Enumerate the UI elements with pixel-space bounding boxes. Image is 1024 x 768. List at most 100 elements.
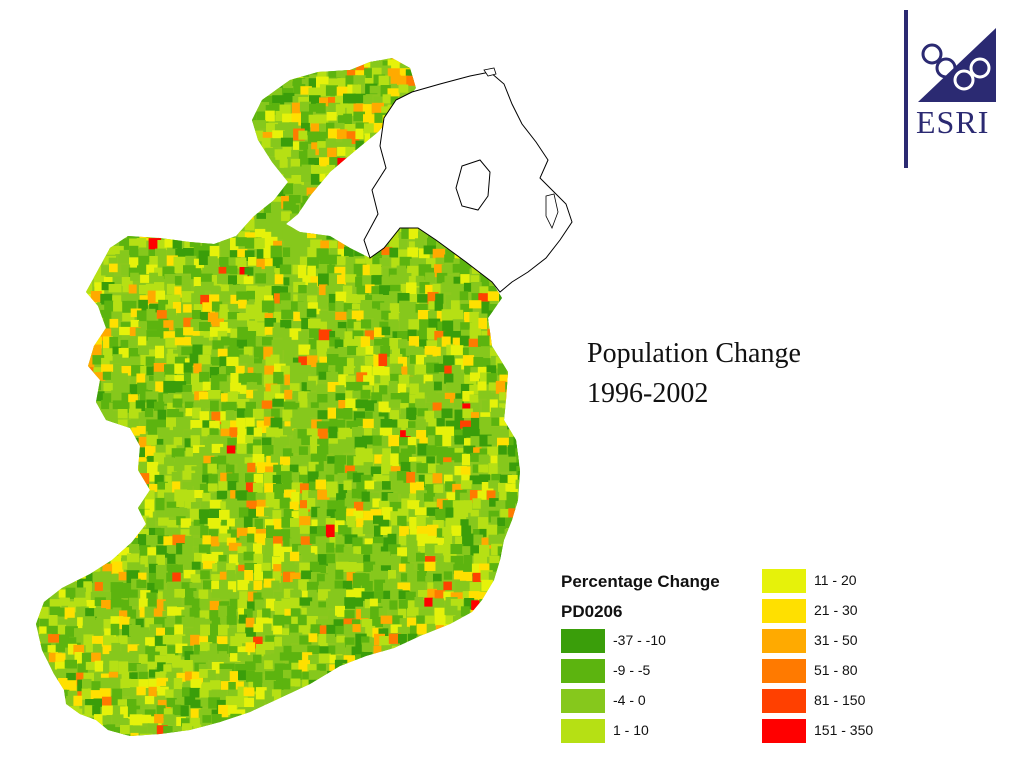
- region-cell: [55, 122, 66, 133]
- region-cell: [145, 220, 158, 232]
- region-cell: [343, 408, 353, 420]
- region-cell: [282, 329, 296, 338]
- region-cell: [129, 625, 141, 637]
- region-cell: [185, 148, 197, 159]
- region-cell: [57, 490, 67, 503]
- region-cell: [172, 481, 181, 494]
- region-cell: [281, 59, 290, 68]
- region-cell: [497, 690, 506, 702]
- region-cell: [319, 356, 328, 369]
- region-cell: [174, 363, 186, 374]
- region-cell: [211, 581, 223, 593]
- region-cell: [337, 157, 348, 167]
- region-cell: [84, 456, 93, 469]
- region-cell: [274, 607, 288, 617]
- region-cell: [425, 381, 438, 392]
- region-cell: [442, 434, 452, 447]
- region-cell: [373, 416, 385, 429]
- region-cell: [325, 223, 337, 235]
- region-cell: [199, 483, 210, 496]
- region-cell: [248, 183, 259, 194]
- region-cell: [407, 551, 421, 562]
- region-cell: [235, 159, 246, 169]
- region-cell: [100, 309, 112, 322]
- region-cell: [327, 489, 338, 498]
- region-cell: [472, 572, 483, 582]
- region-cell: [382, 448, 394, 459]
- region-cell: [192, 744, 202, 753]
- region-cell: [319, 471, 332, 482]
- region-cell: [262, 608, 271, 618]
- region-cell: [316, 76, 329, 88]
- region-cell: [363, 114, 376, 124]
- region-cell: [470, 402, 480, 412]
- region-cell: [317, 670, 330, 680]
- region-cell: [436, 65, 447, 77]
- region-cell: [360, 389, 371, 399]
- region-cell: [354, 563, 364, 572]
- region-cell: [238, 87, 250, 96]
- region-cell: [37, 148, 49, 162]
- region-cell: [414, 507, 428, 516]
- region-cell: [326, 112, 337, 121]
- region-cell: [199, 201, 213, 212]
- region-cell: [147, 547, 158, 557]
- region-cell: [317, 445, 329, 455]
- region-cell: [392, 427, 402, 440]
- region-cell: [507, 475, 520, 484]
- region-cell: [58, 732, 70, 736]
- region-cell: [84, 501, 96, 515]
- region-cell: [254, 228, 266, 238]
- region-cell: [166, 353, 178, 364]
- rathlin-island: [483, 67, 497, 77]
- region-cell: [337, 708, 346, 720]
- region-cell: [310, 624, 322, 637]
- region-cell: [120, 499, 130, 510]
- region-cell: [264, 326, 274, 335]
- region-cell: [101, 67, 110, 79]
- region-cell: [460, 322, 473, 333]
- region-cell: [470, 275, 480, 286]
- region-cell: [273, 614, 285, 628]
- region-cell: [334, 580, 346, 591]
- region-cell: [256, 258, 269, 270]
- region-cell: [406, 471, 416, 483]
- region-cell: [155, 528, 165, 540]
- region-cell: [344, 237, 354, 248]
- region-cell: [354, 159, 366, 170]
- region-cell: [424, 561, 437, 571]
- region-cell: [164, 507, 178, 517]
- region-cell: [217, 644, 229, 654]
- region-cell: [163, 380, 176, 393]
- region-cell: [45, 662, 59, 675]
- region-cell: [36, 229, 46, 239]
- region-cell: [199, 651, 208, 663]
- region-cell: [460, 420, 472, 429]
- region-cell: [120, 220, 132, 232]
- region-cell: [48, 70, 58, 79]
- region-cell: [234, 633, 247, 644]
- region-cell: [119, 238, 131, 250]
- region-cell: [433, 484, 444, 493]
- region-cell: [416, 699, 428, 712]
- region-cell: [369, 493, 379, 504]
- region-cell: [109, 466, 119, 476]
- region-cell: [489, 555, 502, 569]
- region-cell: [149, 272, 158, 284]
- region-cell: [155, 345, 164, 359]
- region-cell: [506, 66, 515, 76]
- region-cell: [363, 184, 372, 195]
- region-cell: [65, 158, 77, 167]
- region-cell: [189, 731, 199, 736]
- region-cell: [513, 383, 520, 397]
- region-cell: [289, 213, 299, 223]
- region-cell: [292, 543, 301, 556]
- region-cell: [148, 194, 160, 204]
- region-cell: [288, 195, 301, 204]
- region-cell: [442, 66, 453, 75]
- region-cell: [425, 654, 438, 665]
- region-cell: [381, 465, 393, 475]
- region-cell: [257, 58, 269, 60]
- region-cell: [83, 147, 93, 158]
- region-cell: [209, 508, 222, 519]
